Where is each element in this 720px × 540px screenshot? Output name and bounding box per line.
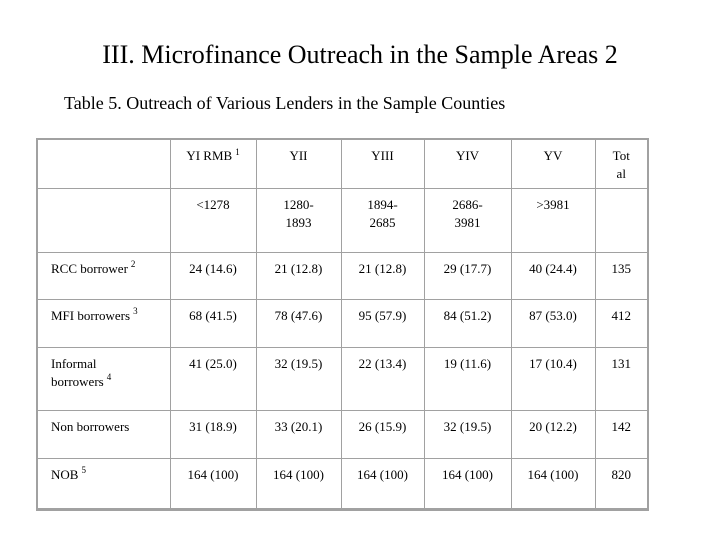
value-cell: 32 (19.5) — [255, 346, 342, 411]
value-cell: 17 (10.4) — [510, 346, 596, 411]
value-cell: 31 (18.9) — [169, 409, 257, 459]
value-cell: 164 (100) — [340, 457, 425, 510]
row-informal-borrowers: Informal borrowers 4 41 (25.0) 32 (19.5) … — [36, 346, 649, 411]
col-header-yiv: YIV — [423, 138, 512, 189]
range-cell-total — [594, 187, 649, 253]
range-line: 1893 — [285, 214, 312, 230]
range-cell-yi: <1278 — [169, 187, 257, 253]
outreach-table: YI RMB 1 YII YIII YIV YV Tot al — [36, 138, 649, 511]
col-header-yii: YII — [255, 138, 342, 189]
row-label-cell: Non borrowers — [36, 409, 171, 459]
row-label: NOB 5 — [51, 465, 86, 482]
value-cell: 32 (19.5) — [423, 409, 512, 459]
col-header-label: YIV — [455, 148, 480, 163]
value-cell: 22 (13.4) — [340, 346, 425, 411]
col-header-label: YII — [289, 148, 308, 163]
value-cell: 20 (12.2) — [510, 409, 596, 459]
total-cell: 412 — [594, 298, 649, 348]
value-cell: 21 (12.8) — [340, 251, 425, 300]
range-line: >3981 — [536, 196, 570, 212]
row-label: RCC borrower 2 — [51, 259, 136, 276]
col-header-yi-rmb: YI RMB 1 — [169, 138, 257, 189]
value-cell: 26 (15.9) — [340, 409, 425, 459]
table-caption: Table 5. Outreach of Various Lenders in … — [64, 93, 506, 113]
total-cell: 135 — [594, 251, 649, 300]
footnote-marker: 1 — [235, 146, 240, 157]
row-label-cell: MFI borrowers 3 — [36, 298, 171, 348]
col-header-label-line: al — [616, 166, 626, 181]
page-title: III. Microfinance Outreach in the Sample… — [102, 40, 618, 69]
total-cell: 142 — [594, 409, 649, 459]
col-header-yiii: YIII — [340, 138, 425, 189]
value-cell: 24 (14.6) — [169, 251, 257, 300]
value-cell: 164 (100) — [423, 457, 512, 510]
total-cell: 131 — [594, 346, 649, 411]
value-cell: 68 (41.5) — [169, 298, 257, 348]
range-line: 1894- — [367, 196, 398, 212]
value-cell: 41 (25.0) — [169, 346, 257, 411]
corner-cell — [36, 138, 171, 189]
value-cell: 164 (100) — [169, 457, 257, 510]
value-cell: 95 (57.9) — [340, 298, 425, 348]
range-cell-yv: >3981 — [510, 187, 596, 253]
range-line: 2686- — [452, 196, 483, 212]
range-line: 2685 — [369, 214, 396, 230]
row-rcc-borrower: RCC borrower 2 24 (14.6) 21 (12.8) 21 (12… — [36, 251, 649, 300]
row-nob: NOB 5 164 (100) 164 (100) 164 (100) 164 (… — [36, 457, 649, 510]
value-cell: 87 (53.0) — [510, 298, 596, 348]
value-cell: 40 (24.4) — [510, 251, 596, 300]
col-header-yv: YV — [510, 138, 596, 189]
value-cell: 164 (100) — [255, 457, 342, 510]
value-cell: 29 (17.7) — [423, 251, 512, 300]
col-header-label: YI RMB — [186, 148, 233, 163]
value-cell: 84 (51.2) — [423, 298, 512, 348]
range-line: 1280- — [283, 196, 314, 212]
header-row-ranges: <1278 1280- 1893 1894- 2685 2686- 3981 >… — [36, 187, 649, 253]
row-non-borrowers: Non borrowers 31 (18.9) 33 (20.1) 26 (15… — [36, 409, 649, 459]
value-cell: 33 (20.1) — [255, 409, 342, 459]
col-header-label: YIII — [371, 148, 394, 163]
range-cell-empty — [36, 187, 171, 253]
total-cell: 820 — [594, 457, 649, 510]
value-cell: 164 (100) — [510, 457, 596, 510]
footnote-marker: 3 — [133, 306, 138, 317]
range-cell-yiv: 2686- 3981 — [423, 187, 512, 253]
value-cell: 78 (47.6) — [255, 298, 342, 348]
footnote-marker: 4 — [106, 372, 112, 383]
row-label: MFI borrowers 3 — [51, 306, 138, 323]
col-header-label-line: Tot — [612, 148, 630, 163]
range-cell-yiii: 1894- 2685 — [340, 187, 425, 253]
row-mfi-borrowers: MFI borrowers 3 68 (41.5) 78 (47.6) 95 (5… — [36, 298, 649, 348]
range-line: <1278 — [196, 196, 230, 212]
footnote-marker: 5 — [81, 465, 86, 476]
row-label: Non borrowers — [51, 418, 130, 434]
range-line: 3981 — [454, 214, 481, 230]
range-cell-yii: 1280- 1893 — [255, 187, 342, 253]
value-cell: 21 (12.8) — [255, 251, 342, 300]
col-header-label: YV — [543, 148, 563, 163]
col-header-total: Tot al — [594, 138, 649, 189]
value-cell: 19 (11.6) — [423, 346, 512, 411]
header-row-groups: YI RMB 1 YII YIII YIV YV Tot al — [36, 138, 649, 189]
footnote-marker: 2 — [130, 259, 136, 270]
row-label-cell: RCC borrower 2 — [36, 251, 171, 300]
row-label: Informal borrowers 4 — [51, 355, 112, 389]
row-label-cell: Informal borrowers 4 — [36, 346, 171, 411]
row-label-cell: NOB 5 — [36, 457, 171, 510]
